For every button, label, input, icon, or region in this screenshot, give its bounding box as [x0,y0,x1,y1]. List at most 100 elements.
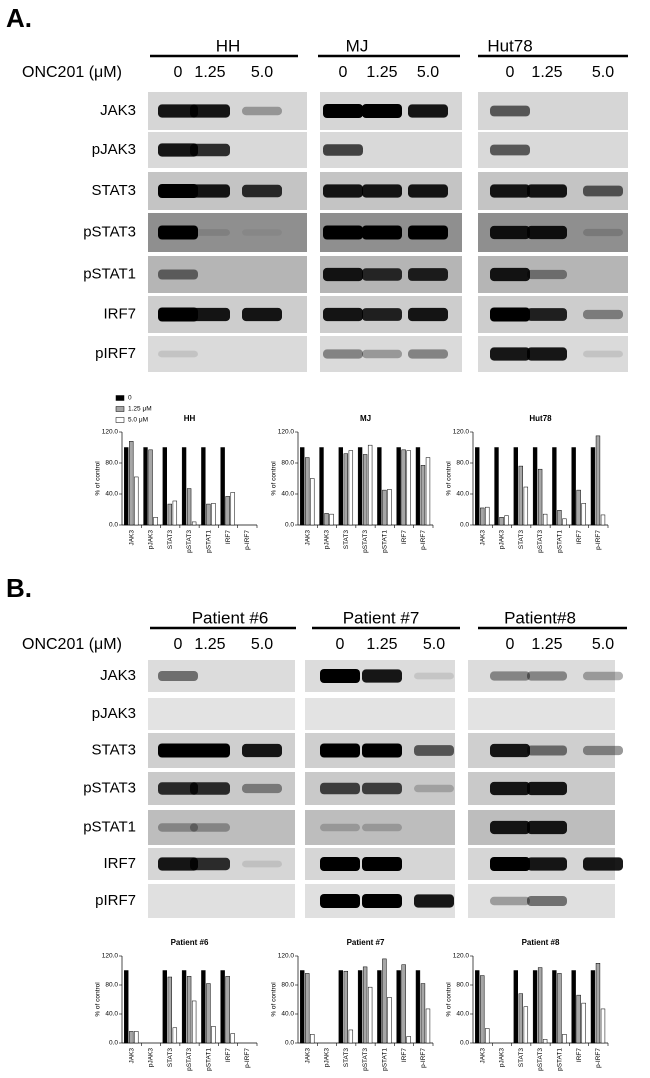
blot-band [490,743,530,758]
bar [387,489,392,526]
dose-label: 0 [339,64,348,81]
bar [401,449,406,526]
bar [590,970,596,1044]
blot-band [242,307,282,322]
blot-band [490,307,530,322]
x-tick-label: pJAK3 [499,1048,506,1068]
dose-label: 5.0 [251,636,273,653]
blot-band [414,894,454,908]
blot-band [323,267,363,282]
bar [124,970,129,1044]
bar [153,517,158,526]
blot-band [190,857,230,871]
y-tick-label: 120.0 [102,429,119,436]
bar [494,447,499,526]
x-tick-label: pSTAT3 [186,530,193,553]
bar [211,1026,216,1044]
x-tick-label: JAK3 [304,1048,311,1064]
y-tick-label: 0.0 [285,1040,294,1047]
x-tick-label: STAT3 [343,1048,350,1068]
bar [581,503,586,526]
blot-band [158,782,198,795]
blot-band [323,225,363,240]
blot-band [490,781,530,796]
bar [319,447,324,526]
bar [523,1006,529,1044]
blot-band [527,820,567,835]
bar [480,975,485,1044]
dose-axis-label: ONC201 (μM) [22,636,122,653]
blot-band [158,671,198,681]
bar [571,447,576,526]
legend-swatch [115,395,125,401]
bar [181,970,187,1044]
bar [532,447,538,526]
blot-band [242,860,282,868]
legend-label: 0 [128,395,132,402]
y-tick-label: 120.0 [453,953,470,960]
bar [148,449,153,526]
y-axis-title: % of control [95,461,102,496]
blot-band [408,307,448,322]
bar [343,970,349,1044]
bar [557,510,562,526]
y-tick-label: 40.0 [105,1011,118,1018]
blot-band [242,184,282,198]
blot-band [490,347,530,361]
bar [191,521,197,526]
bar [396,447,401,526]
dose-label: 0 [506,64,515,81]
blot-band [527,896,567,906]
x-tick-label: pJAK3 [499,530,506,550]
dose-label: 1.25 [194,64,225,81]
bar [172,500,178,526]
blot-band [158,350,198,358]
bar [499,517,504,526]
bar [523,486,529,526]
x-tick-label: pSTAT1 [206,530,213,553]
blot-band [158,857,198,871]
blot-band [190,823,230,832]
x-tick-label: p-IRF7 [244,1048,251,1068]
dose-label: 5.0 [251,64,273,81]
bar [338,447,343,526]
blot-background [468,698,615,730]
chart-title: Hut78 [529,414,552,423]
y-axis-title: % of control [446,461,453,496]
blot-band [158,104,198,118]
x-tick-label: JAK3 [128,1048,135,1064]
bar [225,976,230,1044]
blot-band [323,104,363,118]
bar [191,1000,197,1044]
x-tick-label: JAK3 [479,1048,486,1064]
bar [415,970,421,1044]
dose-label: 1.25 [531,636,562,653]
bar [562,1034,567,1044]
chart-title: Patient #6 [171,938,209,947]
bar [396,970,401,1044]
bar [581,1002,586,1044]
blot-band [527,347,567,361]
blot-band [158,743,198,758]
bar [382,958,387,1044]
dose-label: 5.0 [592,64,614,81]
x-tick-label: STAT3 [518,530,525,550]
bar [542,1039,548,1044]
bar [425,1008,431,1044]
bar [595,963,601,1044]
blot-band [320,669,360,683]
blot-band [158,307,198,322]
protein-label: STAT3 [92,741,136,758]
blot-band [190,104,230,118]
bar [201,447,206,526]
x-tick-label: pJAK3 [324,1048,331,1068]
x-tick-label: p-IRF7 [595,1048,602,1068]
blot-band [190,184,230,198]
x-tick-label: JAK3 [128,530,135,546]
y-tick-label: 0.0 [460,1040,469,1047]
blot-band [583,671,623,681]
blot-band [158,823,198,832]
x-tick-label: pSTAT1 [382,1048,389,1071]
bar [129,1031,134,1044]
bar [186,976,192,1044]
